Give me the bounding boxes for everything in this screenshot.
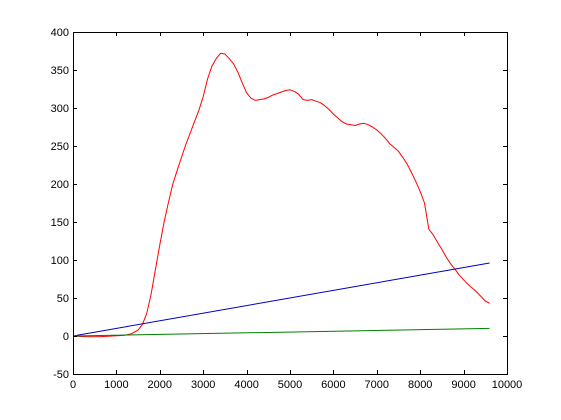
x-tick-label: 8000 (408, 379, 432, 391)
x-tick-label: 6000 (321, 379, 345, 391)
series-line-2 (72, 262, 490, 337)
x-tick-label: 10000 (492, 379, 523, 391)
y-tick-label: 50 (57, 293, 69, 305)
ticks-layer: 0 1000 2000 3000 4000 5000 6000 7000 8000 9000 100… (51, 27, 523, 391)
y-tick-label: 200 (51, 179, 69, 191)
y-tick-label: 0 (63, 331, 69, 343)
x-tick-label: 4000 (234, 379, 258, 391)
y-tick-label: 100 (51, 255, 69, 267)
series-line-1 (72, 52, 490, 338)
y-tick-label: 250 (51, 141, 69, 153)
y-tick-label: 150 (51, 217, 69, 229)
x-tick-label: 3000 (191, 379, 215, 391)
x-tick-label: 9000 (451, 379, 475, 391)
y-tick-label: 300 (51, 103, 69, 115)
x-tick-label: 1000 (104, 379, 128, 391)
y-tick-label: -50 (53, 369, 69, 381)
x-tick-label: 0 (70, 379, 76, 391)
axes-box (73, 32, 508, 375)
x-tick-label: 2000 (148, 379, 172, 391)
y-tick-label: 400 (51, 27, 69, 39)
x-tick-label: 5000 (278, 379, 302, 391)
x-tick-label: 7000 (365, 379, 389, 391)
y-tick-label: 350 (51, 65, 69, 77)
series-layer (72, 52, 490, 338)
series-line-3 (72, 327, 490, 337)
